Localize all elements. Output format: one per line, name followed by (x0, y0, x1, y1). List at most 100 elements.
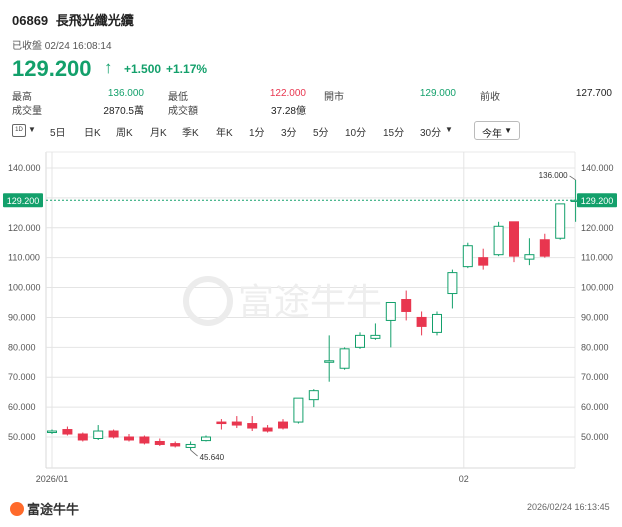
candle-down (509, 221, 519, 257)
candle-up (93, 430, 104, 439)
tab-15-min[interactable]: 15分 (383, 128, 405, 139)
y-tick-label-left: 140.000 (8, 163, 41, 173)
tab-yearly-k[interactable]: 年K (216, 128, 233, 139)
stat-label-prev-close: 前收 (480, 92, 500, 103)
stat-value-open: 129.000 (419, 88, 456, 99)
watermark: 富途牛牛 (183, 276, 382, 326)
y-tick-label-right: 50.000 (581, 432, 609, 442)
stock-title: 06869 長飛光纖光纜 (12, 10, 134, 29)
footer-timestamp: 2026/02/24 16:13:45 (527, 502, 610, 512)
tab-daily-k[interactable]: 日K (84, 128, 101, 139)
chevron-down-icon[interactable]: ▼ (445, 125, 453, 134)
x-tick-label: 02 (459, 474, 469, 484)
candle-down (62, 429, 73, 435)
watermark-logo-icon (183, 276, 233, 326)
candle-up (432, 313, 442, 333)
market-status: 已收盤 02/24 16:08:14 (12, 41, 112, 52)
price-change-pct: +1.17% (166, 62, 208, 76)
stat-value-prev-close: 127.700 (575, 88, 612, 99)
watermark-text: 富途牛牛 (238, 282, 382, 323)
y-tick-label-left: 90.000 (8, 312, 36, 322)
candle-down (170, 443, 181, 447)
stock-name: 長飛光纖光纜 (55, 13, 134, 28)
stat-value-high: 136.000 (107, 88, 144, 99)
tab-5-day[interactable]: 5日 (50, 128, 66, 139)
tab-weekly-k[interactable]: 周K (116, 128, 133, 139)
candle-down (539, 239, 550, 257)
candle-up (385, 302, 396, 321)
candle-down (247, 423, 258, 429)
stat-value-volume: 2870.5萬 (103, 106, 144, 117)
y-tick-label-right: 120.000 (581, 223, 614, 233)
candle-up (447, 272, 458, 295)
y-tick-label-left: 70.000 (8, 372, 36, 382)
candle-up (185, 443, 196, 448)
candle-down (278, 421, 288, 429)
tab-30-min[interactable]: 30分 (420, 128, 442, 139)
period-select[interactable]: 今年 ▼ (474, 121, 520, 140)
stat-label-volume: 成交量 (12, 106, 42, 117)
footer-logo: 富途牛牛 (10, 499, 79, 518)
candle-down (139, 436, 150, 444)
tab-5-min[interactable]: 5分 (313, 128, 329, 139)
min-annotation-leader (190, 449, 198, 457)
y-tick-label-right: 140.000 (581, 163, 614, 173)
stat-label-turnover: 成交額 (168, 106, 198, 117)
stat-label-open: 開市 (324, 92, 344, 103)
tab-10-min[interactable]: 10分 (345, 128, 367, 139)
tab-3-min[interactable]: 3分 (281, 128, 297, 139)
stat-label-low: 最低 (168, 92, 188, 103)
candle-up (308, 390, 319, 401)
current-price-tag-left (3, 193, 43, 208)
candle-down (124, 436, 134, 441)
min-annotation-label: 45.640 (200, 453, 225, 462)
tab-1-min[interactable]: 1分 (249, 128, 265, 139)
stock-code: 06869 (12, 13, 49, 28)
price-change: +1.500 (124, 62, 162, 76)
futu-logo-icon (10, 502, 24, 516)
last-price: 129.200 (12, 56, 92, 81)
chart-labels: 140.000140.000130.000130.000120.000120.0… (3, 163, 617, 484)
candle-down (416, 316, 427, 327)
y-tick-label-left: 60.000 (8, 402, 36, 412)
candle-down (108, 430, 119, 438)
y-tick-label-left: 110.000 (8, 253, 40, 263)
candle-up (370, 334, 381, 339)
y-tick-label-right: 90.000 (581, 312, 609, 322)
chart-toolbar: 1D ▼ 5日 日K 周K 月K 季K 年K 1分 3分 5分 10分 15分 … (0, 121, 622, 140)
y-tick-label-right: 80.000 (581, 342, 609, 352)
candle-down (154, 440, 165, 445)
tab-monthly-k[interactable]: 月K (150, 128, 167, 139)
candle-up (462, 245, 473, 268)
chevron-down-icon[interactable]: ▼ (28, 125, 36, 134)
stat-label-high: 最高 (12, 92, 32, 103)
footer-logo-text: 富途牛牛 (27, 502, 80, 517)
day-chart-icon[interactable]: 1D (12, 124, 26, 137)
max-annotation-leader (569, 175, 576, 181)
candle-up (493, 225, 504, 256)
y-tick-label-right: 60.000 (581, 402, 609, 412)
period-select-value: 今年 (482, 129, 502, 140)
stat-value-low: 122.000 (269, 88, 306, 99)
y-tick-label-left: 120.000 (8, 223, 41, 233)
candle-up (339, 348, 350, 369)
candle-down (478, 257, 489, 266)
candle-up (555, 203, 566, 239)
candle-up (355, 334, 365, 348)
tab-quarterly-k[interactable]: 季K (182, 128, 199, 139)
y-tick-label-right: 100.000 (581, 283, 614, 293)
x-tick-label: 2026/01 (36, 474, 69, 484)
y-tick-label-left: 80.000 (8, 342, 36, 352)
candle-up (293, 397, 304, 423)
candles (47, 179, 581, 451)
up-arrow-icon: ↑ (104, 58, 113, 77)
y-tick-label-right: 110.000 (581, 253, 613, 263)
current-price-label-left: 129.200 (7, 196, 40, 206)
candle-down (262, 427, 273, 432)
chevron-down-icon: ▼ (504, 126, 512, 135)
candle-up (201, 436, 211, 442)
candle-down (77, 433, 88, 441)
candle-up (524, 254, 535, 260)
max-annotation-label: 136.000 (539, 171, 568, 180)
